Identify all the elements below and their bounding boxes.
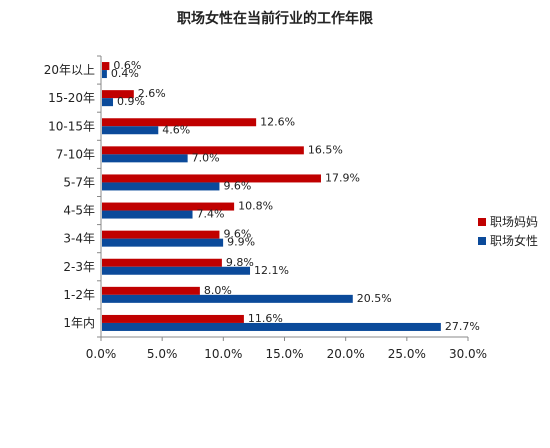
category-label: 10-15年: [48, 119, 95, 133]
x-tick-label: 0.0%: [86, 347, 117, 361]
data-label: 4.6%: [162, 123, 190, 136]
bar-women: [102, 238, 224, 247]
bar-women: [102, 294, 353, 303]
bar-mom: [102, 202, 235, 211]
data-label: 16.5%: [308, 143, 343, 156]
chart-title: 职场女性在当前行业的工作年限: [177, 11, 373, 27]
x-tick-label: 25.0%: [388, 347, 426, 361]
category-label: 1年内: [63, 316, 95, 330]
data-label: 11.6%: [248, 312, 283, 325]
bar-mom: [102, 62, 110, 71]
category-label: 7-10年: [56, 147, 95, 161]
data-label: 0.9%: [117, 95, 145, 108]
data-label: 17.9%: [325, 171, 360, 184]
data-label: 8.0%: [204, 284, 232, 297]
x-tick-label: 20.0%: [327, 347, 365, 361]
category-label: 5-7年: [63, 175, 95, 189]
x-tick-label: 5.0%: [147, 347, 178, 361]
bar-women: [102, 210, 193, 219]
data-label: 9.6%: [223, 228, 251, 241]
bar-women: [102, 182, 220, 191]
data-label: 9.9%: [227, 236, 255, 249]
data-label: 0.6%: [113, 59, 141, 72]
bar-mom: [102, 174, 321, 183]
bar-mom: [102, 230, 220, 239]
data-label: 0.4%: [111, 67, 139, 80]
data-label: 9.8%: [226, 256, 254, 269]
category-label: 15-20年: [48, 91, 95, 105]
category-label: 4-5年: [63, 204, 95, 218]
bar-mom: [102, 90, 134, 99]
data-label: 20.5%: [357, 292, 392, 305]
category-label: 20年以上: [44, 63, 95, 77]
legend-swatch: [478, 237, 486, 245]
x-tick-label: 10.0%: [204, 347, 242, 361]
data-label: 2.6%: [138, 87, 166, 100]
x-tick-label: 15.0%: [265, 347, 303, 361]
bar-women: [102, 266, 251, 275]
data-label: 7.4%: [197, 208, 225, 221]
category-label: 3-4年: [63, 232, 95, 246]
data-label: 10.8%: [238, 200, 273, 213]
bar-mom: [102, 118, 257, 127]
data-label: 27.7%: [445, 320, 480, 333]
bar-mom: [102, 146, 304, 155]
bar-women: [102, 154, 188, 163]
bar-women: [102, 70, 107, 79]
x-tick-label: 30.0%: [449, 347, 487, 361]
bar-women: [102, 126, 159, 135]
bars-layer: [102, 62, 441, 331]
category-label: 2-3年: [63, 260, 95, 274]
bar-women: [102, 322, 441, 331]
legend-label: 职场女性: [490, 233, 538, 248]
bar-mom: [102, 286, 200, 295]
legend-swatch: [478, 218, 486, 226]
category-label: 1-2年: [63, 288, 95, 302]
bar-women: [102, 98, 114, 107]
bar-mom: [102, 258, 222, 267]
data-label: 7.0%: [192, 151, 220, 164]
legend-label: 职场妈妈: [490, 215, 538, 229]
bar-mom: [102, 314, 244, 323]
data-label: 9.6%: [223, 179, 251, 192]
data-label: 12.1%: [254, 264, 289, 277]
axes-layer: 0.0% 5.0% 10.0% 15.0% 20.0% 25.0% 30.0%: [86, 55, 487, 361]
labels-layer: 20年以上 0.6%0.4% 15-20年 2.6%0.9% 10-15年 12.6% 4.…: [44, 59, 480, 333]
data-label: 12.6%: [260, 115, 295, 128]
